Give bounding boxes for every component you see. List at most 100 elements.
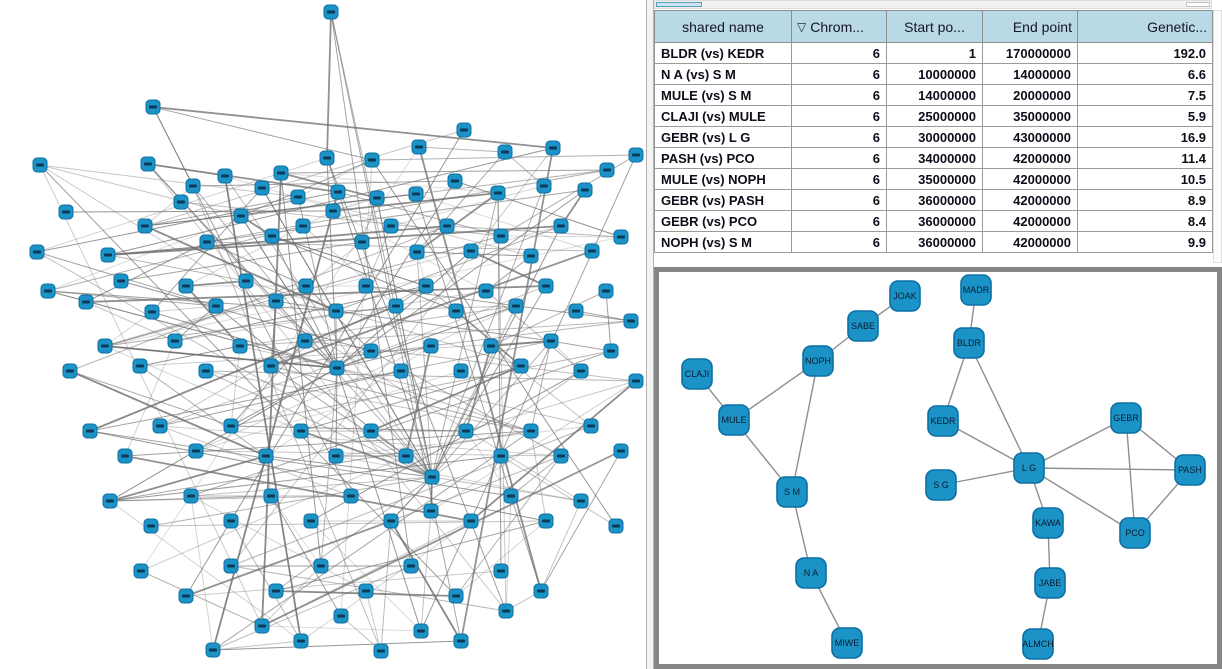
network-edge[interactable]	[336, 250, 472, 369]
network-edge[interactable]	[147, 163, 339, 193]
table-cell[interactable]: 10000000	[886, 63, 983, 85]
network-edge[interactable]	[550, 340, 612, 352]
network-edge[interactable]	[465, 345, 492, 432]
table-cell[interactable]: GEBR (vs) L G	[654, 126, 792, 148]
network-edge[interactable]	[431, 185, 545, 478]
network-edge[interactable]	[190, 476, 433, 497]
network-edge[interactable]	[261, 565, 322, 627]
network-edge[interactable]	[85, 241, 208, 303]
network-edge[interactable]	[280, 169, 608, 174]
network-node[interactable]: BLDR	[953, 327, 985, 359]
network-edge[interactable]	[47, 225, 304, 292]
network-node[interactable]	[613, 229, 629, 245]
network-node[interactable]	[383, 218, 399, 234]
column-header[interactable]: Start po...	[886, 10, 983, 43]
network-node[interactable]	[238, 273, 254, 289]
network-node[interactable]: N A	[795, 557, 827, 589]
table-cell[interactable]: 170000000	[982, 42, 1078, 64]
network-edge[interactable]	[370, 365, 522, 432]
network-edge[interactable]	[212, 430, 532, 651]
table-cell[interactable]: 6	[791, 105, 887, 127]
network-edge[interactable]	[271, 235, 457, 312]
network-node[interactable]	[328, 303, 344, 319]
network-edge[interactable]	[497, 192, 507, 612]
network-edge[interactable]	[39, 164, 582, 502]
network-node[interactable]	[373, 643, 389, 659]
table-cell[interactable]: 14000000	[886, 84, 983, 106]
network-edge[interactable]	[336, 345, 432, 369]
table-cell[interactable]: 35000000	[886, 168, 983, 190]
network-edge[interactable]	[192, 185, 433, 478]
network-node[interactable]	[144, 304, 160, 320]
network-edge[interactable]	[150, 520, 547, 527]
network-node[interactable]	[533, 583, 549, 599]
network-edge[interactable]	[326, 157, 433, 478]
network-node[interactable]	[329, 360, 345, 376]
table-cell[interactable]: N A (vs) S M	[654, 63, 792, 85]
network-node[interactable]	[199, 234, 215, 250]
network-edge[interactable]	[300, 430, 433, 478]
network-edge[interactable]	[212, 191, 339, 651]
network-edge[interactable]	[335, 455, 582, 502]
network-edge[interactable]	[224, 175, 433, 478]
network-node[interactable]	[453, 363, 469, 379]
network-edge[interactable]	[336, 367, 592, 427]
network-edge[interactable]	[109, 430, 532, 502]
network-edge[interactable]	[140, 455, 407, 572]
network-edge[interactable]	[415, 193, 542, 592]
network-edge[interactable]	[240, 215, 338, 369]
network-node[interactable]	[254, 180, 270, 196]
table-cell[interactable]: 20000000	[982, 84, 1078, 106]
table-cell[interactable]: PASH (vs) PCO	[654, 147, 792, 169]
table-cell[interactable]: 8.4	[1077, 210, 1213, 232]
network-edge[interactable]	[280, 172, 499, 194]
column-header[interactable]: shared name	[654, 10, 792, 43]
table-cell[interactable]: 9.9	[1077, 231, 1213, 253]
network-edge[interactable]	[418, 146, 542, 592]
table-row[interactable]: N A (vs) S M 6 10000000 14000000 6.6	[654, 63, 1213, 85]
table-row[interactable]: BLDR (vs) KEDR 6 1 170000000 192.0	[654, 42, 1213, 64]
network-node[interactable]	[297, 333, 313, 349]
network-edge[interactable]	[185, 285, 241, 347]
network-node[interactable]	[573, 493, 589, 509]
network-edge[interactable]	[454, 180, 622, 238]
network-edge[interactable]	[69, 225, 448, 372]
table-row[interactable]: MULE (vs) NOPH 6 35000000 42000000 10.5	[654, 168, 1213, 190]
network-node[interactable]	[448, 588, 464, 604]
network-node[interactable]	[185, 178, 201, 194]
table-cell[interactable]: 6	[791, 42, 887, 64]
network-edge[interactable]	[530, 430, 547, 522]
network-edge[interactable]	[152, 106, 352, 497]
network-edge[interactable]	[205, 370, 532, 432]
network-edge[interactable]	[380, 520, 392, 652]
network-node[interactable]	[232, 338, 248, 354]
network-edge[interactable]	[465, 380, 637, 432]
column-header[interactable]: Genetic...	[1077, 10, 1213, 43]
network-node[interactable]	[295, 218, 311, 234]
network-node[interactable]	[463, 513, 479, 529]
network-node[interactable]	[393, 363, 409, 379]
network-edge[interactable]	[261, 625, 422, 632]
network-edge[interactable]	[405, 345, 432, 457]
network-edge[interactable]	[1028, 467, 1136, 534]
network-node[interactable]	[523, 248, 539, 264]
table-cell[interactable]: 34000000	[886, 147, 983, 169]
selected-network-panel[interactable]: JOAK MADR SABE BLDR NOPH CLAJI MULE GEBR KEDR L G…	[654, 267, 1222, 669]
network-edge[interactable]	[530, 340, 552, 432]
network-node[interactable]	[319, 150, 335, 166]
network-node[interactable]	[553, 448, 569, 464]
network-edge[interactable]	[337, 191, 502, 237]
network-node[interactable]	[102, 493, 118, 509]
network-node[interactable]	[313, 558, 329, 574]
network-node[interactable]	[403, 558, 419, 574]
network-node[interactable]: MADR	[960, 274, 992, 306]
network-edge[interactable]	[185, 280, 247, 287]
network-edge[interactable]	[485, 290, 582, 372]
table-cell[interactable]: 42000000	[982, 210, 1078, 232]
network-node[interactable]	[58, 204, 74, 220]
network-node[interactable]	[223, 513, 239, 529]
network-edge[interactable]	[147, 163, 433, 478]
network-edge[interactable]	[185, 570, 502, 597]
network-edge[interactable]	[265, 455, 433, 478]
network-node[interactable]	[458, 423, 474, 439]
